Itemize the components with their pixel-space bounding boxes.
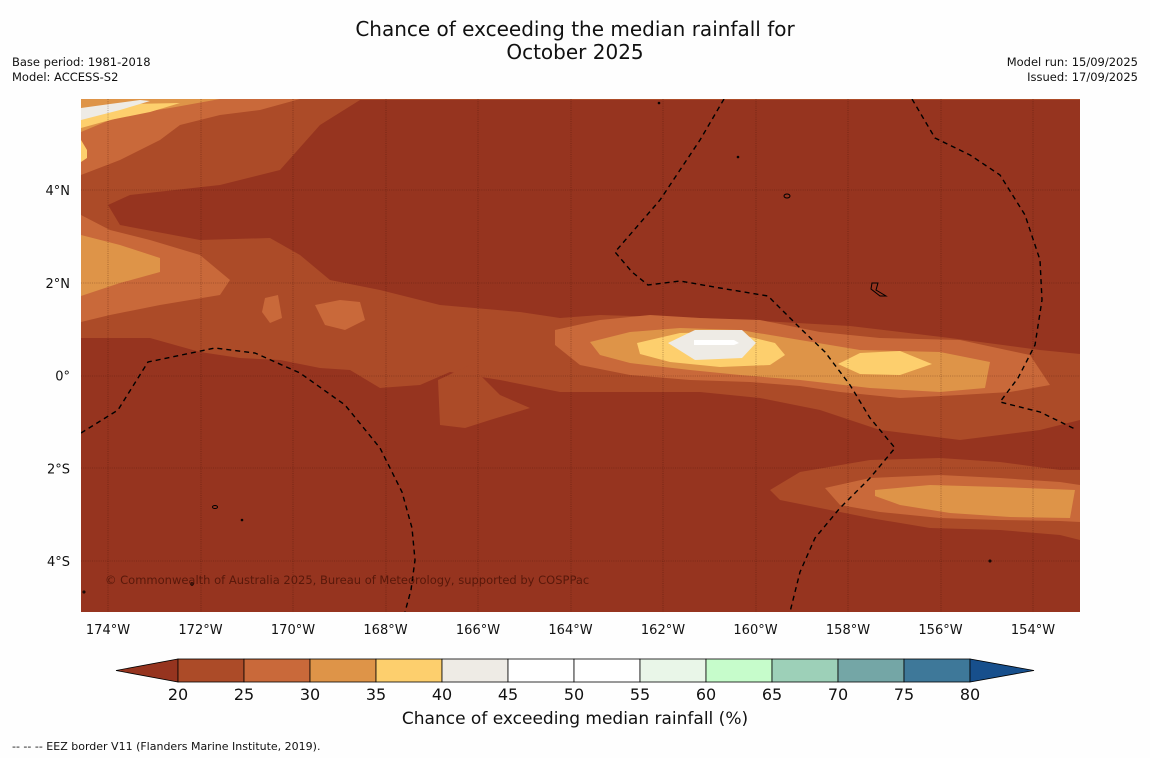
colorbar-tick-label: 35: [366, 685, 386, 704]
colorbar-tick-label: 25: [234, 685, 254, 704]
y-tick-label: 2°S: [47, 462, 70, 477]
base-period-text: Base period: 1981-2018: [12, 55, 151, 69]
map-title-line2: October 2025: [506, 40, 644, 64]
issued-text: Issued: 17/09/2025: [1027, 70, 1138, 84]
colorbar-tick-label: 50: [564, 685, 584, 704]
contour-45-50: [694, 340, 739, 345]
islands: [82, 101, 992, 594]
base-period-info: Base period: 1981-2018 Model: ACCESS-S2: [12, 55, 151, 85]
x-tick-label: 166°W: [456, 623, 500, 638]
colorbar-segment: [639, 658, 707, 683]
map-title: Chance of exceeding the median rainfall …: [0, 18, 1150, 64]
colorbar-segment: [903, 658, 971, 683]
x-axis-labels: 174°W 172°W 170°W 168°W 166°W 164°W 162°W 160°W…: [86, 623, 1055, 638]
model-run-info: Model run: 15/09/2025 Issued: 17/09/2025: [1007, 55, 1138, 85]
colorbar-segment: [309, 658, 377, 683]
colorbar-tick-label: 55: [630, 685, 650, 704]
x-tick-label: 160°W: [733, 623, 777, 638]
copyright-text: © Commonwealth of Australia 2025, Bureau…: [105, 573, 589, 587]
x-tick-label: 170°W: [271, 623, 315, 638]
map-plot-area: © Commonwealth of Australia 2025, Bureau…: [81, 99, 1080, 612]
colorbar-segment: [771, 658, 839, 683]
colorbar-tick-label: 45: [498, 685, 518, 704]
eez-borders: [81, 99, 1078, 612]
y-tick-label: 0°: [55, 370, 70, 385]
colorbar-tick-label: 20: [168, 685, 188, 704]
y-tick-label: 4°N: [46, 184, 71, 199]
colorbar: [115, 658, 1035, 683]
colorbar-segment: [705, 658, 773, 683]
colorbar-title: Chance of exceeding median rainfall (%): [401, 709, 749, 729]
graticule: [81, 99, 1080, 612]
colorbar-segment: [573, 658, 641, 683]
x-tick-label: 154°W: [1011, 623, 1055, 638]
y-axis-labels: 4°N 2°N 0° 2°S 4°S: [46, 184, 71, 570]
model-run-text: Model run: 15/09/2025: [1006, 55, 1138, 69]
x-tick-label: 172°W: [178, 623, 222, 638]
x-tick-label: 168°W: [363, 623, 407, 638]
colorbar-under-arrow: [115, 658, 179, 683]
colorbar-tick-label: 80: [960, 685, 980, 704]
colorbar-segment: [507, 658, 575, 683]
colorbar-over-arrow: [969, 658, 1035, 683]
colorbar-tick-label: 30: [300, 685, 320, 704]
model-text: Model: ACCESS-S2: [12, 70, 119, 84]
eez-legend-note: -- -- -- EEZ border V11 (Flanders Marine…: [12, 740, 321, 753]
x-tick-label: 162°W: [641, 623, 685, 638]
colorbar-segment: [441, 658, 509, 683]
map-title-line1: Chance of exceeding the median rainfall …: [355, 17, 795, 41]
colorbar-tick-label: 60: [696, 685, 716, 704]
colorbar-tick-label: 40: [432, 685, 452, 704]
x-tick-label: 174°W: [86, 623, 130, 638]
colorbar-tick-label: 70: [828, 685, 848, 704]
colorbar-segment: [243, 658, 311, 683]
x-tick-label: 156°W: [918, 623, 962, 638]
y-tick-label: 4°S: [47, 555, 70, 570]
colorbar-tick-label: 75: [894, 685, 914, 704]
colorbar-tick-label: 65: [762, 685, 782, 704]
colorbar-segment: [177, 658, 245, 683]
colorbar-segment: [375, 658, 443, 683]
x-tick-label: 158°W: [826, 623, 870, 638]
x-tick-label: 164°W: [548, 623, 592, 638]
colorbar-segment: [837, 658, 905, 683]
colorbar-tick-labels: 20 25 30 35 40 45 50 55 60 65 70 75 80: [168, 685, 980, 704]
y-tick-label: 2°N: [46, 277, 71, 292]
